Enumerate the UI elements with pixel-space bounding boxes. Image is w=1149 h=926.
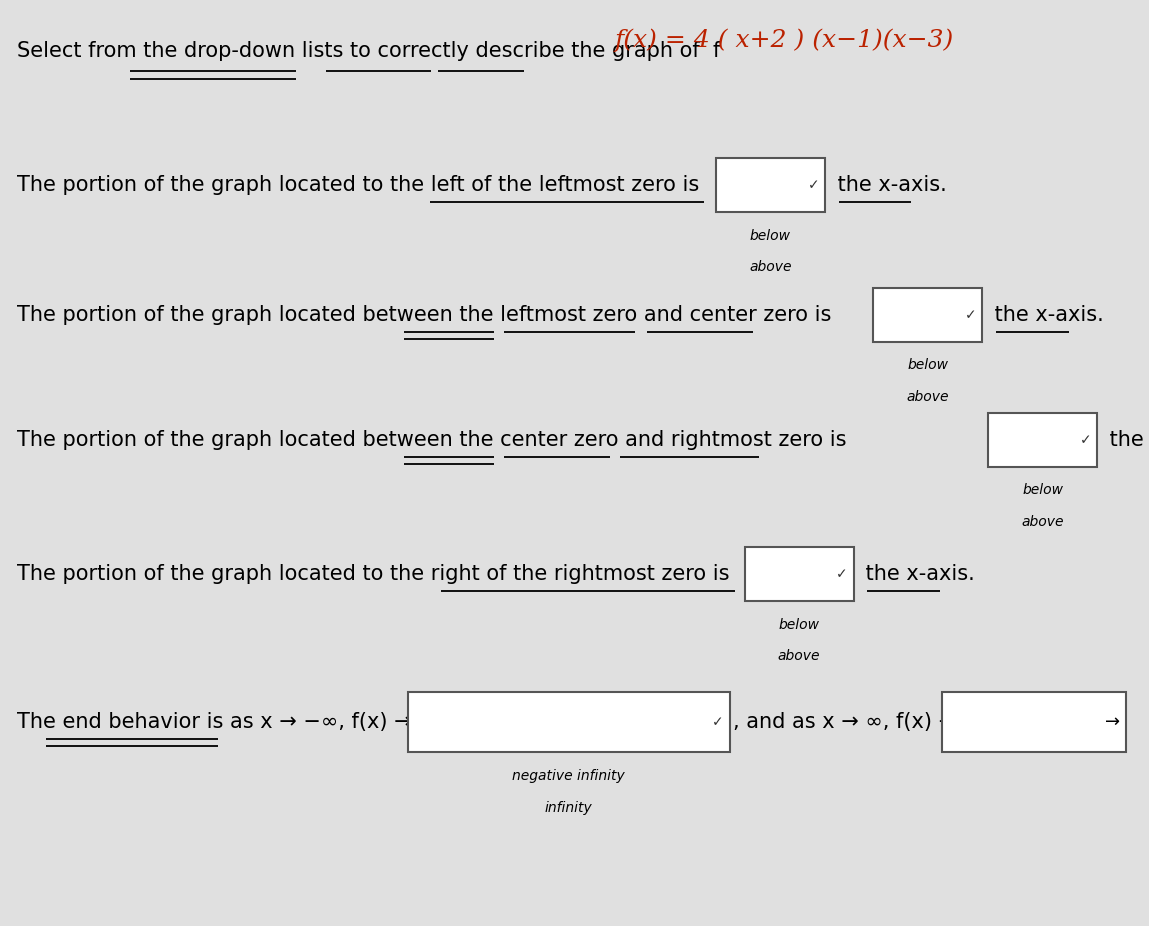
Text: ✓: ✓: [836, 567, 848, 582]
Bar: [745, 547, 854, 601]
Text: above: above: [749, 260, 792, 274]
Text: above: above: [907, 390, 949, 404]
Text: The portion of the graph located to the right of the rightmost zero is: The portion of the graph located to the …: [17, 564, 730, 584]
Text: below: below: [1023, 483, 1063, 497]
Text: f(x) = 4 ( x+2 ) (x−1)(x−3): f(x) = 4 ( x+2 ) (x−1)(x−3): [615, 28, 954, 52]
Text: below: below: [750, 229, 791, 243]
Bar: [408, 693, 730, 752]
Text: negative infinity: negative infinity: [512, 769, 625, 783]
Text: the x-: the x-: [1103, 430, 1149, 450]
Text: The portion of the graph located to the left of the leftmost zero is: The portion of the graph located to the …: [17, 175, 700, 195]
Text: infinity: infinity: [545, 800, 593, 815]
Bar: [988, 413, 1097, 467]
Text: the x-axis.: the x-axis.: [859, 564, 976, 584]
Text: →: →: [1105, 713, 1120, 732]
Text: ✓: ✓: [712, 715, 724, 730]
Text: ✓: ✓: [1080, 432, 1092, 447]
Text: above: above: [1021, 515, 1064, 529]
Text: below: below: [908, 358, 948, 372]
Text: ✓: ✓: [808, 178, 819, 193]
Bar: [716, 158, 825, 212]
Text: above: above: [778, 649, 820, 663]
Text: Select from the drop-down lists to correctly describe the graph of  f: Select from the drop-down lists to corre…: [17, 41, 720, 61]
Text: below: below: [779, 618, 819, 632]
Text: The end behavior is as x → −∞, f(x) →: The end behavior is as x → −∞, f(x) →: [17, 712, 411, 732]
Text: The portion of the graph located between the center zero and rightmost zero is: The portion of the graph located between…: [17, 430, 847, 450]
Text: ✓: ✓: [965, 307, 977, 322]
Bar: [942, 693, 1126, 752]
Bar: [873, 288, 982, 342]
Text: , and as x → ∞, f(x) →: , and as x → ∞, f(x) →: [733, 712, 956, 732]
Text: the x-axis.: the x-axis.: [831, 175, 947, 195]
Text: the x-axis.: the x-axis.: [988, 305, 1104, 325]
Text: The portion of the graph located between the leftmost zero and center zero is: The portion of the graph located between…: [17, 305, 832, 325]
